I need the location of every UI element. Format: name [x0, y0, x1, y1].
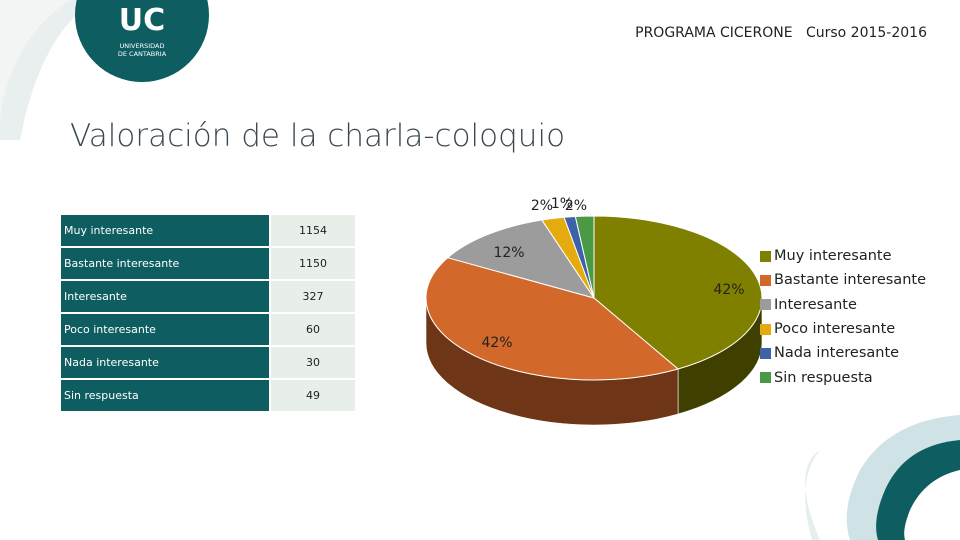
table-row: Sin respuesta 49 [61, 380, 355, 411]
legend-swatch [760, 372, 771, 384]
pie-slice-2 [446, 219, 596, 299]
pie-label-1: 42% [481, 335, 512, 351]
row-value: 1150 [271, 248, 355, 279]
table-row: Interesante 327 [61, 281, 355, 312]
legend-swatch [760, 299, 771, 311]
university-logo: UC UNIVERSIDAD DE CANTABRIA [72, 0, 212, 82]
cell-gap [269, 380, 271, 411]
legend-label: Interesante [774, 296, 857, 313]
row-label: Muy interesante [61, 215, 269, 246]
legend-item: Poco interesante [760, 317, 926, 341]
table-row: Muy interesante 1154 [61, 215, 355, 246]
row-value: 49 [271, 380, 355, 411]
row-label: Sin respuesta [61, 380, 269, 411]
legend-item: Bastante interesante [760, 268, 926, 292]
row-label: Nada interesante [61, 347, 269, 378]
pie-label-4: 1% [551, 196, 573, 212]
row-value: 327 [271, 281, 355, 312]
cell-gap [269, 248, 271, 279]
program-name: PROGRAMA CICERONE [635, 25, 793, 41]
legend-label: Muy interesante [774, 248, 892, 265]
legend-label: Nada interesante [774, 345, 900, 362]
row-label: Interesante [61, 281, 269, 312]
row-label: Poco interesante [61, 314, 269, 345]
cell-gap [269, 215, 271, 246]
table-row: Nada interesante 30 [61, 347, 355, 378]
table-row: Poco interesante 60 [61, 314, 355, 345]
page-title: Valoración de la charla-coloquio [70, 118, 566, 154]
legend-label: Sin respuesta [774, 369, 873, 386]
pie-slice-0 [593, 215, 763, 370]
results-table: Muy interesante 1154 Bastante interesante 1… [61, 213, 355, 413]
logo-letters: UC [119, 3, 165, 38]
legend-swatch [760, 250, 771, 262]
logo-circle [75, 0, 209, 82]
legend-swatch [760, 323, 771, 335]
pie-slice-5 [574, 215, 595, 299]
row-value: 1154 [271, 215, 355, 246]
pie-label-5: 2% [565, 198, 587, 214]
logo-line-1: UNIVERSIDAD [120, 42, 165, 50]
pie-label-3: 2% [531, 198, 553, 214]
chart-legend: Muy interesante Bastante interesante Inter… [760, 244, 926, 390]
legend-item: Interesante [760, 293, 926, 317]
legend-item: Sin respuesta [760, 365, 926, 389]
row-label: Bastante interesante [61, 248, 269, 279]
pie-label-2: 12% [493, 245, 524, 261]
row-value: 30 [271, 347, 355, 378]
legend-swatch [760, 274, 771, 286]
logo-line-2: DE CANTABRIA [118, 50, 167, 58]
header-program-course: PROGRAMA CICERONE Curso 2015-2016 [635, 25, 927, 41]
cell-gap [269, 347, 271, 378]
row-value: 60 [271, 314, 355, 345]
legend-label: Bastante interesante [774, 272, 926, 289]
legend-swatch [760, 347, 771, 359]
pie-label-0: 42% [713, 282, 744, 298]
legend-item: Muy interesante [760, 244, 926, 268]
cell-gap [269, 281, 271, 312]
pie-slice-1 [425, 257, 680, 381]
cell-gap [269, 314, 271, 345]
legend-label: Poco interesante [774, 321, 896, 338]
course-year: Curso 2015-2016 [805, 25, 927, 41]
table-row: Bastante interesante 1150 [61, 248, 355, 279]
legend-item: Nada interesante [760, 341, 926, 365]
